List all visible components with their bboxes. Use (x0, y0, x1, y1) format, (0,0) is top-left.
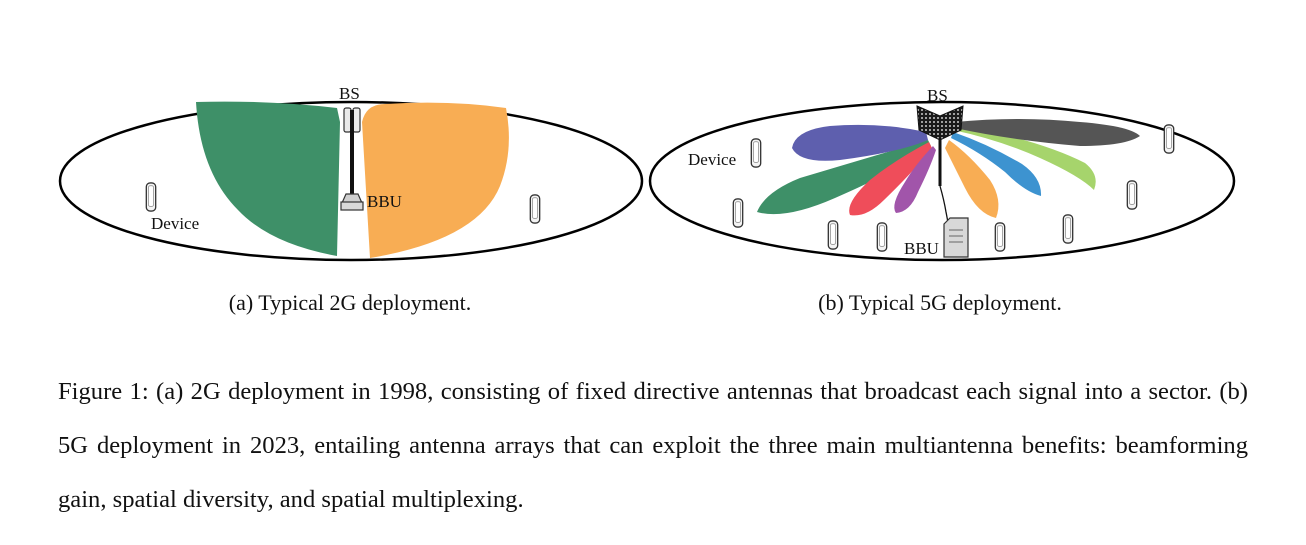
beam-6 (951, 132, 1042, 196)
beam-5 (945, 140, 999, 218)
panel-a-2g-diagram: BS BBU Device (58, 84, 644, 262)
beam-8 (955, 119, 1140, 146)
bs-label-a: BS (339, 84, 360, 103)
antenna-array-icon (916, 105, 964, 141)
bs-label-b: BS (927, 86, 948, 105)
sector-right (362, 102, 509, 259)
beam-4 (894, 146, 936, 213)
device-icon (145, 182, 157, 212)
device-icon (750, 138, 762, 168)
beam-2 (792, 124, 928, 161)
beam-3 (849, 142, 932, 216)
device-icon (1126, 180, 1138, 210)
bbu-server-icon (943, 217, 969, 258)
device-icon (529, 194, 541, 224)
antenna-icon (343, 107, 361, 194)
device-label-a: Device (151, 214, 199, 233)
bbu-icon (340, 193, 364, 211)
panel-b-5g-diagram: BS BBU Device (648, 86, 1236, 262)
subcaption-b: (b) Typical 5G deployment. (818, 290, 1062, 315)
subcaption-a: (a) Typical 2G deployment. (228, 290, 472, 315)
beam-7 (953, 124, 1096, 190)
bbu-label-a: BBU (367, 192, 402, 211)
device-icon (1062, 214, 1074, 244)
figure-caption: Figure 1: (a) 2G deployment in 1998, con… (58, 378, 1248, 513)
device-icon (827, 220, 839, 250)
device-label-b: Device (688, 150, 736, 169)
figure-graphic: BS BBU Device BS BBU Device (58, 84, 1236, 262)
bbu-label-b: BBU (904, 239, 939, 258)
device-icon (994, 222, 1006, 252)
sector-left (196, 101, 340, 256)
beam-1 (757, 140, 931, 215)
device-icon (876, 222, 888, 252)
device-icon (732, 198, 744, 228)
device-icon (1163, 124, 1175, 154)
